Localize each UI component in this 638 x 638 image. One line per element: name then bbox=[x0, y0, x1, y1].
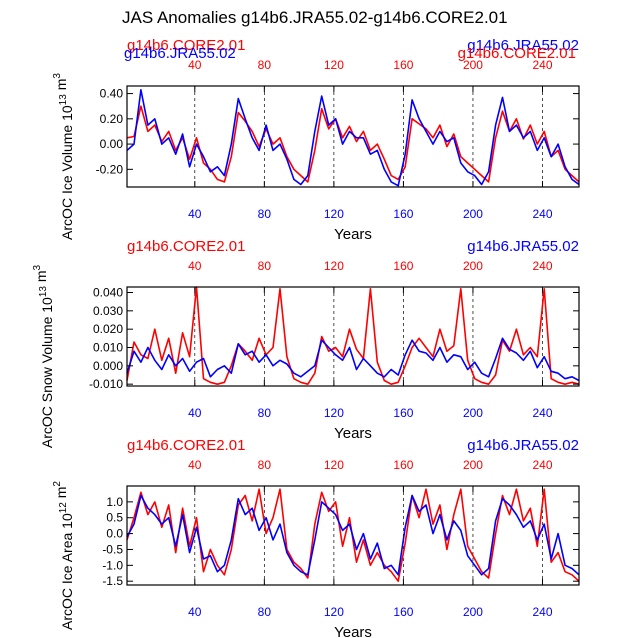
panel-1-ytick-label: -0.20 bbox=[96, 162, 124, 176]
panel-3: -1.5 -1.0 -0.50.0 0.5 1.0 40 40 80 80 120 120 160 16… bbox=[102, 437, 580, 638]
panel-2-xtick-label-bottom: 80 bbox=[258, 406, 272, 420]
panel-1-xtick-label-top: 120 bbox=[324, 58, 344, 72]
figure-title-text: JAS Anomalies g14b6.JRA55.02-g14b6.CORE2… bbox=[122, 8, 508, 27]
panel-2-xtick-label-top: 200 bbox=[463, 259, 483, 273]
panel-3-xtick-label-bottom: 200 bbox=[463, 605, 483, 619]
panel-2-xtick-label-bottom: 200 bbox=[463, 406, 483, 420]
panel-1-label-core-left: g14b6.CORE2.01 bbox=[127, 37, 245, 54]
panel-1-xtick-label-top: 80 bbox=[258, 58, 272, 72]
panel-2-xtick-label-bottom: 120 bbox=[324, 406, 344, 420]
panel-3-ytick-label: -1.5 bbox=[102, 574, 123, 588]
panel-3-ytick-label: 0.5 bbox=[106, 511, 123, 525]
panel-2-label-core-left: g14b6.CORE2.01 bbox=[127, 238, 245, 255]
panel-2-xtick-label-top: 40 bbox=[188, 259, 202, 273]
panel-1-xtick-label-bottom: 40 bbox=[188, 207, 202, 221]
panel-3-xtick-label-top: 80 bbox=[258, 458, 272, 472]
panel-3-xtick-label-top: 200 bbox=[463, 458, 483, 472]
panel-1-frame bbox=[126, 85, 580, 188]
panel-1-xtick-label-top: 240 bbox=[532, 58, 552, 72]
panel-3-xtick-label-top: 40 bbox=[188, 458, 202, 472]
panel-2-label-jra-right: g14b6.JRA55.02 bbox=[467, 238, 579, 255]
panel-1-ylabel: ArcOC Ice Volume 1013 m3 bbox=[52, 73, 75, 240]
panel-3-xtick-label-top: 160 bbox=[393, 458, 413, 472]
panel-2-ytick-label: 0.010 bbox=[93, 341, 123, 355]
panel-2-xtick-label-top: 240 bbox=[532, 259, 552, 273]
panel-1-ytick-label: 0.00 bbox=[100, 137, 124, 151]
panel-2-ytick-label: 0.040 bbox=[93, 286, 123, 300]
panel-3-ylabel-text: ArcOC Ice Area 1012 m2 bbox=[52, 481, 75, 630]
panel-1-ylabel-text: ArcOC Ice Volume 1013 m3 bbox=[52, 73, 75, 240]
panel-1-xtick-label-top: 160 bbox=[393, 58, 413, 72]
panel-1-xtick-label-bottom: 240 bbox=[532, 207, 552, 221]
panel-1-xtick-label-top: 200 bbox=[463, 58, 483, 72]
panel-2-xtick-label-bottom: 160 bbox=[393, 406, 413, 420]
panel-2-xtick-label-top: 120 bbox=[324, 259, 344, 273]
panel-2-xtick-label-top: 80 bbox=[258, 259, 272, 273]
panel-1-xtick-label-top: 40 bbox=[188, 58, 202, 72]
panel-2-ylabel-text: ArcOC Snow Volume 1013 m3 bbox=[32, 264, 55, 448]
panel-3-label-jra-right: g14b6.JRA55.02 bbox=[467, 437, 579, 454]
panel-1-xlabel: Years bbox=[334, 226, 372, 243]
panel-3-xtick-label-top: 240 bbox=[532, 458, 552, 472]
panel-1-ytick-label: 0.20 bbox=[100, 112, 124, 126]
panel-3-xtick-label-bottom: 240 bbox=[532, 605, 552, 619]
panel-2-ytick-label: 0.000 bbox=[93, 359, 123, 373]
panel-1-xtick-label-bottom: 120 bbox=[324, 207, 344, 221]
panel-3-frame bbox=[126, 485, 580, 586]
panel-1-ytick-label: 0.40 bbox=[100, 87, 124, 101]
panel-1-xtick-label-bottom: 80 bbox=[258, 207, 272, 221]
panel-3-xtick-label-bottom: 120 bbox=[324, 605, 344, 619]
panel-1-xtick-label-bottom: 160 bbox=[393, 207, 413, 221]
panel-3-series-jra-line bbox=[126, 494, 580, 576]
panel-2-series-jra-line bbox=[126, 337, 580, 382]
panel-3-ytick-label: -0.5 bbox=[102, 542, 123, 556]
panel-1: -0.20 0.00 0.20 0.40 40 40 80 80 120 120 160 160 200… bbox=[96, 37, 580, 243]
panel-1-label-jra-left: g14b6.JRA55.02 bbox=[124, 45, 236, 62]
panel-3-xlabel: Years bbox=[334, 624, 372, 638]
panel-2-series-core-line bbox=[126, 286, 580, 386]
panel-2-ytick-label: 0.020 bbox=[93, 322, 123, 336]
panel-3-ytick-label: -1.0 bbox=[102, 558, 123, 572]
panel-2-frame bbox=[126, 286, 580, 387]
panel-2-xlabel: Years bbox=[334, 425, 372, 442]
panel-2-xtick-label-top: 160 bbox=[393, 259, 413, 273]
panel-3-xtick-label-bottom: 80 bbox=[258, 605, 272, 619]
panel-2-ytick-label: 0.030 bbox=[93, 304, 123, 318]
panel-3-ylabel: ArcOC Ice Area 1012 m2 bbox=[52, 481, 75, 630]
panel-1-label-jra-right: g14b6.JRA55.02 bbox=[467, 37, 579, 54]
panel-1-label-core-right: g14b6.CORE2.01 bbox=[458, 45, 576, 62]
panel-1-xtick-label-bottom: 200 bbox=[463, 207, 483, 221]
panel-3-ytick-label: 0.0 bbox=[106, 527, 123, 541]
panel-3-xtick-label-top: 120 bbox=[324, 458, 344, 472]
panel-3-xtick-label-bottom: 40 bbox=[188, 605, 202, 619]
panel-1-series-jra-line bbox=[126, 89, 580, 187]
panel-2: -0.010 0.000 0.010 0.020 0.030 0.040 40 40 80 80 1… bbox=[89, 238, 580, 442]
panel-3-ytick-label: 1.0 bbox=[106, 495, 123, 509]
panel-3-label-core-left: g14b6.CORE2.01 bbox=[127, 437, 245, 454]
panel-2-ytick-label: -0.010 bbox=[89, 377, 123, 391]
panel-3-xtick-label-bottom: 160 bbox=[393, 605, 413, 619]
panel-2-xtick-label-bottom: 40 bbox=[188, 406, 202, 420]
panel-2-xtick-label-bottom: 240 bbox=[532, 406, 552, 420]
panel-2-ylabel: ArcOC Snow Volume 1013 m3 bbox=[32, 264, 55, 448]
